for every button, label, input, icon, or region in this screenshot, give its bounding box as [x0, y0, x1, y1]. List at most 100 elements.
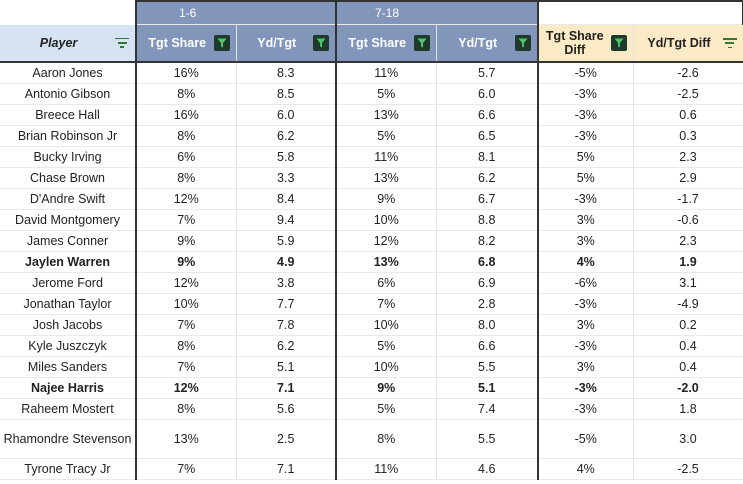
cell-yd-tgt-diff[interactable]: 2.3: [633, 146, 743, 168]
cell-player[interactable]: Raheem Mostert: [0, 398, 137, 420]
cell-tgt-share-1[interactable]: 12%: [135, 377, 237, 399]
cell-player[interactable]: D'Andre Swift: [0, 188, 137, 210]
cell-yd-tgt-diff[interactable]: 0.6: [633, 104, 743, 126]
cell-yd-tgt-diff[interactable]: -4.9: [633, 293, 743, 315]
table-row[interactable]: Jaylen Warren 9% 4.9 13% 6.8 4% 1.9: [0, 251, 743, 273]
cell-tgt-share-2[interactable]: 10%: [335, 314, 437, 336]
cell-tgt-share-2[interactable]: 12%: [335, 230, 437, 252]
cell-tgt-share-diff[interactable]: -5%: [537, 419, 634, 459]
table-row[interactable]: Brian Robinson Jr 8% 6.2 5% 6.5 -3% 0.3: [0, 125, 743, 147]
table-row[interactable]: James Conner 9% 5.9 12% 8.2 3% 2.3: [0, 230, 743, 252]
filter-lines-icon[interactable]: [115, 37, 129, 48]
cell-tgt-share-2[interactable]: 10%: [335, 209, 437, 231]
filter-icon[interactable]: [413, 35, 430, 51]
filter-icon[interactable]: [313, 35, 329, 51]
filter-icon[interactable]: [610, 35, 627, 51]
cell-tgt-share-1[interactable]: 8%: [135, 125, 237, 147]
table-row[interactable]: Najee Harris 12% 7.1 9% 5.1 -3% -2.0: [0, 377, 743, 399]
table-row[interactable]: Kyle Juszczyk 8% 6.2 5% 6.6 -3% 0.4: [0, 335, 743, 357]
table-row[interactable]: Miles Sanders 7% 5.1 10% 5.5 3% 0.4: [0, 356, 743, 378]
cell-player[interactable]: James Conner: [0, 230, 137, 252]
cell-tgt-share-diff[interactable]: -3%: [537, 188, 634, 210]
cell-tgt-share-diff[interactable]: 5%: [537, 146, 634, 168]
cell-tgt-share-diff[interactable]: 3%: [537, 209, 634, 231]
cell-yd-tgt-1[interactable]: 5.8: [236, 146, 337, 168]
column-header-tgt-share-1[interactable]: Tgt Share: [135, 24, 237, 63]
cell-yd-tgt-2[interactable]: 8.1: [436, 146, 539, 168]
cell-yd-tgt-2[interactable]: 5.5: [436, 356, 539, 378]
cell-yd-tgt-2[interactable]: 6.5: [436, 125, 539, 147]
cell-yd-tgt-2[interactable]: 4.6: [436, 458, 539, 480]
cell-yd-tgt-2[interactable]: 5.5: [436, 419, 539, 459]
cell-yd-tgt-diff[interactable]: -2.6: [633, 62, 743, 84]
cell-yd-tgt-diff[interactable]: 3.0: [633, 419, 743, 459]
cell-yd-tgt-diff[interactable]: -2.5: [633, 458, 743, 480]
cell-player[interactable]: Aaron Jones: [0, 62, 137, 84]
cell-tgt-share-2[interactable]: 8%: [335, 419, 437, 459]
cell-tgt-share-2[interactable]: 5%: [335, 398, 437, 420]
cell-yd-tgt-2[interactable]: 6.0: [436, 83, 539, 105]
cell-player[interactable]: Antonio Gibson: [0, 83, 137, 105]
cell-player[interactable]: Breece Hall: [0, 104, 137, 126]
cell-yd-tgt-1[interactable]: 6.2: [236, 335, 337, 357]
cell-tgt-share-2[interactable]: 11%: [335, 62, 437, 84]
cell-yd-tgt-2[interactable]: 6.8: [436, 251, 539, 273]
cell-yd-tgt-2[interactable]: 6.6: [436, 104, 539, 126]
cell-tgt-share-2[interactable]: 5%: [335, 83, 437, 105]
cell-yd-tgt-1[interactable]: 8.4: [236, 188, 337, 210]
cell-tgt-share-2[interactable]: 13%: [335, 104, 437, 126]
table-row[interactable]: Rhamondre Stevenson 13% 2.5 8% 5.5 -5% 3.0: [0, 419, 743, 459]
cell-tgt-share-diff[interactable]: -3%: [537, 293, 634, 315]
cell-yd-tgt-1[interactable]: 7.1: [236, 458, 337, 480]
cell-tgt-share-2[interactable]: 11%: [335, 458, 437, 480]
cell-yd-tgt-1[interactable]: 2.5: [236, 419, 337, 459]
cell-yd-tgt-diff[interactable]: 1.8: [633, 398, 743, 420]
cell-tgt-share-1[interactable]: 7%: [135, 314, 237, 336]
cell-tgt-share-diff[interactable]: -3%: [537, 104, 634, 126]
cell-yd-tgt-2[interactable]: 6.6: [436, 335, 539, 357]
table-row[interactable]: Chase Brown 8% 3.3 13% 6.2 5% 2.9: [0, 167, 743, 189]
cell-tgt-share-diff[interactable]: -3%: [537, 377, 634, 399]
cell-yd-tgt-1[interactable]: 4.9: [236, 251, 337, 273]
cell-yd-tgt-1[interactable]: 8.3: [236, 62, 337, 84]
cell-yd-tgt-diff[interactable]: 2.3: [633, 230, 743, 252]
table-row[interactable]: D'Andre Swift 12% 8.4 9% 6.7 -3% -1.7: [0, 188, 743, 210]
column-header-tgt-share-2[interactable]: Tgt Share: [335, 24, 437, 63]
cell-tgt-share-diff[interactable]: -3%: [537, 125, 634, 147]
cell-yd-tgt-2[interactable]: 8.2: [436, 230, 539, 252]
cell-tgt-share-2[interactable]: 5%: [335, 125, 437, 147]
cell-yd-tgt-1[interactable]: 7.7: [236, 293, 337, 315]
table-row[interactable]: Aaron Jones 16% 8.3 11% 5.7 -5% -2.6: [0, 62, 743, 84]
cell-yd-tgt-2[interactable]: 5.1: [436, 377, 539, 399]
cell-yd-tgt-diff[interactable]: -0.6: [633, 209, 743, 231]
cell-tgt-share-diff[interactable]: -3%: [537, 83, 634, 105]
cell-player[interactable]: Miles Sanders: [0, 356, 137, 378]
cell-tgt-share-1[interactable]: 12%: [135, 272, 237, 294]
cell-yd-tgt-1[interactable]: 3.8: [236, 272, 337, 294]
cell-yd-tgt-diff[interactable]: 0.4: [633, 335, 743, 357]
cell-tgt-share-2[interactable]: 9%: [335, 188, 437, 210]
cell-yd-tgt-diff[interactable]: -1.7: [633, 188, 743, 210]
cell-tgt-share-1[interactable]: 8%: [135, 167, 237, 189]
filter-icon[interactable]: [515, 35, 531, 51]
cell-yd-tgt-1[interactable]: 5.1: [236, 356, 337, 378]
cell-yd-tgt-2[interactable]: 2.8: [436, 293, 539, 315]
cell-tgt-share-2[interactable]: 10%: [335, 356, 437, 378]
cell-tgt-share-1[interactable]: 7%: [135, 356, 237, 378]
cell-yd-tgt-2[interactable]: 6.2: [436, 167, 539, 189]
cell-tgt-share-diff[interactable]: 5%: [537, 167, 634, 189]
cell-tgt-share-diff[interactable]: -6%: [537, 272, 634, 294]
cell-tgt-share-1[interactable]: 13%: [135, 419, 237, 459]
cell-tgt-share-1[interactable]: 12%: [135, 188, 237, 210]
cell-tgt-share-1[interactable]: 8%: [135, 335, 237, 357]
cell-yd-tgt-1[interactable]: 9.4: [236, 209, 337, 231]
cell-tgt-share-diff[interactable]: 4%: [537, 251, 634, 273]
cell-yd-tgt-2[interactable]: 8.0: [436, 314, 539, 336]
cell-yd-tgt-1[interactable]: 6.0: [236, 104, 337, 126]
cell-tgt-share-1[interactable]: 6%: [135, 146, 237, 168]
cell-player[interactable]: Tyrone Tracy Jr: [0, 458, 137, 480]
cell-tgt-share-diff[interactable]: 3%: [537, 314, 634, 336]
column-header-tgt-share-diff[interactable]: Tgt Share Diff: [537, 24, 634, 63]
cell-yd-tgt-diff[interactable]: 1.9: [633, 251, 743, 273]
cell-yd-tgt-1[interactable]: 7.1: [236, 377, 337, 399]
